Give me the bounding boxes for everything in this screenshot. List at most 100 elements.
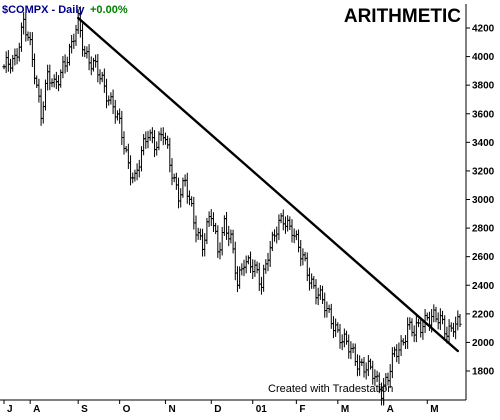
ohlc-bar bbox=[399, 335, 403, 356]
x-tick-label: A bbox=[387, 404, 394, 415]
ohlc-bar bbox=[11, 54, 15, 72]
ohlc-bar bbox=[403, 335, 408, 350]
ohlc-bar bbox=[56, 75, 61, 92]
ohlc-bar bbox=[436, 312, 440, 330]
y-tick-label: 3600 bbox=[472, 109, 495, 120]
ohlc-bar bbox=[316, 287, 320, 306]
ohlc-bar bbox=[74, 24, 78, 46]
y-axis-ticks: 1800 2000 2200 2400 2600 2800 3000 3200 3400 3600… bbox=[466, 24, 495, 378]
ohlc-bar bbox=[255, 261, 259, 274]
ohlc-bar bbox=[408, 317, 412, 330]
ohlc-bar bbox=[275, 226, 279, 244]
ohlc-bar bbox=[15, 48, 19, 65]
ohlc-bar bbox=[277, 214, 281, 241]
ohlc-bar bbox=[120, 110, 124, 145]
y-tick-label: 4200 bbox=[472, 24, 495, 35]
ohlc-bar bbox=[414, 315, 418, 343]
ohlc-bar bbox=[174, 172, 178, 190]
ohlc-bar bbox=[37, 78, 41, 103]
ohlc-bar bbox=[91, 57, 96, 72]
ohlc-bar bbox=[447, 319, 451, 344]
y-tick-label: 3000 bbox=[472, 195, 495, 206]
ohlc-bar bbox=[63, 54, 67, 74]
ohlc-bar bbox=[248, 251, 253, 274]
scale-label: ARITHMETIC bbox=[344, 6, 461, 27]
ohlc-bar bbox=[135, 163, 139, 181]
ohlc-bar bbox=[150, 127, 154, 144]
ohlc-bar bbox=[80, 23, 85, 57]
ohlc-bar bbox=[6, 50, 10, 72]
ohlc-bar bbox=[288, 216, 292, 231]
ohlc-bar bbox=[89, 56, 93, 76]
ohlc-bar bbox=[83, 45, 87, 58]
ohlc-bar bbox=[111, 89, 115, 115]
ohlc-bar bbox=[279, 213, 283, 224]
y-tick-label: 2000 bbox=[472, 338, 495, 349]
ohlc-bar bbox=[190, 196, 194, 207]
ohlc-bar bbox=[185, 172, 189, 204]
ohlc-bar bbox=[65, 56, 69, 72]
ohlc-bar bbox=[170, 158, 174, 186]
ohlc-bar bbox=[331, 316, 336, 338]
ohlc-bar bbox=[70, 34, 74, 54]
y-tick-label: 2400 bbox=[472, 281, 495, 292]
ohlc-bar bbox=[214, 222, 218, 235]
ohlc-bar bbox=[43, 79, 48, 111]
ohlc-bar bbox=[187, 190, 192, 206]
x-tick-label: M bbox=[430, 404, 438, 415]
ohlc-bar bbox=[449, 322, 453, 332]
y-tick-label: 4000 bbox=[472, 52, 495, 63]
ohlc-bar bbox=[41, 101, 45, 124]
ohlc-bar bbox=[128, 155, 133, 186]
ohlc-bar bbox=[368, 358, 373, 370]
x-tick-label: O bbox=[123, 404, 131, 415]
ohlc-bar bbox=[259, 276, 264, 295]
ohlc-bar bbox=[454, 316, 458, 340]
ohlc-bar bbox=[137, 159, 141, 178]
ohlc-bar bbox=[318, 285, 322, 300]
ohlc-bar bbox=[299, 239, 303, 267]
ohlc-bar bbox=[179, 188, 183, 208]
ohlc-bar bbox=[342, 328, 346, 348]
ohlc-bar bbox=[126, 143, 130, 170]
ohlc-bar bbox=[30, 32, 34, 67]
ohlc-bar bbox=[323, 292, 327, 318]
ohlc-bar bbox=[301, 248, 305, 266]
ohlc-bar bbox=[296, 229, 301, 253]
ohlc-bar bbox=[142, 134, 146, 156]
y-tick-label: 2200 bbox=[472, 309, 495, 320]
ohlc-bar bbox=[194, 215, 198, 243]
x-tick-label: S bbox=[81, 404, 88, 415]
ohlc-bar bbox=[406, 317, 410, 349]
ohlc-bar bbox=[8, 58, 13, 74]
ohlc-bar bbox=[397, 342, 401, 364]
y-tick-label: 2600 bbox=[472, 252, 495, 263]
y-tick-label: 3400 bbox=[472, 138, 495, 149]
ohlc-bar bbox=[26, 31, 30, 41]
ohlc-bar bbox=[286, 215, 290, 232]
ohlc-bar bbox=[39, 88, 43, 126]
ohlc-bar bbox=[196, 227, 200, 240]
ohlc-bar bbox=[244, 255, 248, 274]
ohlc-bar bbox=[211, 212, 216, 232]
ohlc-bar bbox=[124, 145, 128, 153]
ohlc-bar bbox=[13, 48, 17, 66]
ohlc-bar bbox=[168, 137, 172, 173]
ohlc-bar bbox=[266, 252, 270, 272]
ohlc-bar bbox=[432, 304, 436, 323]
ohlc-bar bbox=[61, 56, 65, 79]
ohlc-bar bbox=[290, 219, 294, 243]
ohlc-bar bbox=[325, 301, 329, 318]
ohlc-bar bbox=[281, 209, 285, 231]
ohlc-bar bbox=[139, 146, 144, 172]
ohlc-bar bbox=[440, 310, 445, 325]
ohlc-bar bbox=[54, 71, 58, 90]
ohlc-bar bbox=[246, 255, 250, 265]
ohlc-bar bbox=[336, 322, 340, 333]
ohlc-bar bbox=[216, 225, 220, 258]
ohlc-bar bbox=[451, 322, 456, 338]
ohlc-bar bbox=[412, 325, 416, 343]
ohlc-bar bbox=[353, 343, 357, 367]
ohlc-bar bbox=[155, 141, 159, 156]
